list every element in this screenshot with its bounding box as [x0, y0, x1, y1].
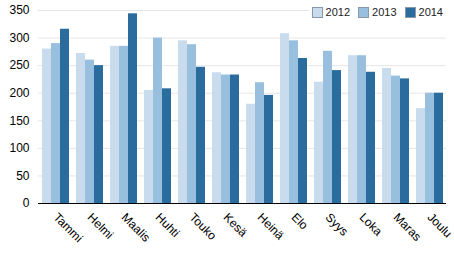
svg-text:350: 350	[9, 3, 29, 17]
svg-text:Joulu: Joulu	[425, 210, 454, 240]
svg-text:250: 250	[9, 58, 29, 72]
html-text:2013: 2013	[372, 6, 397, 18]
html-text:2012: 2012	[325, 6, 350, 18]
html-text:2014: 2014	[418, 6, 443, 18]
svg-text:Helmi: Helmi	[85, 210, 117, 242]
svg-text:200: 200	[9, 86, 29, 100]
svg-text:0: 0	[23, 196, 30, 210]
svg-text:Heinä: Heinä	[255, 210, 287, 242]
svg-text:300: 300	[9, 31, 29, 45]
svg-text:100: 100	[9, 141, 29, 155]
svg-text:Loka: Loka	[357, 210, 386, 239]
svg-text:Touko: Touko	[187, 210, 220, 243]
svg-text:Elo: Elo	[289, 210, 311, 232]
svg-text:Kesä: Kesä	[221, 210, 250, 239]
svg-text:150: 150	[9, 114, 29, 128]
svg-text:Syys: Syys	[323, 210, 351, 238]
svg-text:Maalis: Maalis	[119, 210, 153, 244]
svg-text:Maras: Maras	[391, 210, 424, 243]
svg-text:50: 50	[16, 169, 30, 183]
svg-text:Tammi: Tammi	[51, 210, 86, 245]
svg-text:Huhti: Huhti	[153, 210, 183, 240]
